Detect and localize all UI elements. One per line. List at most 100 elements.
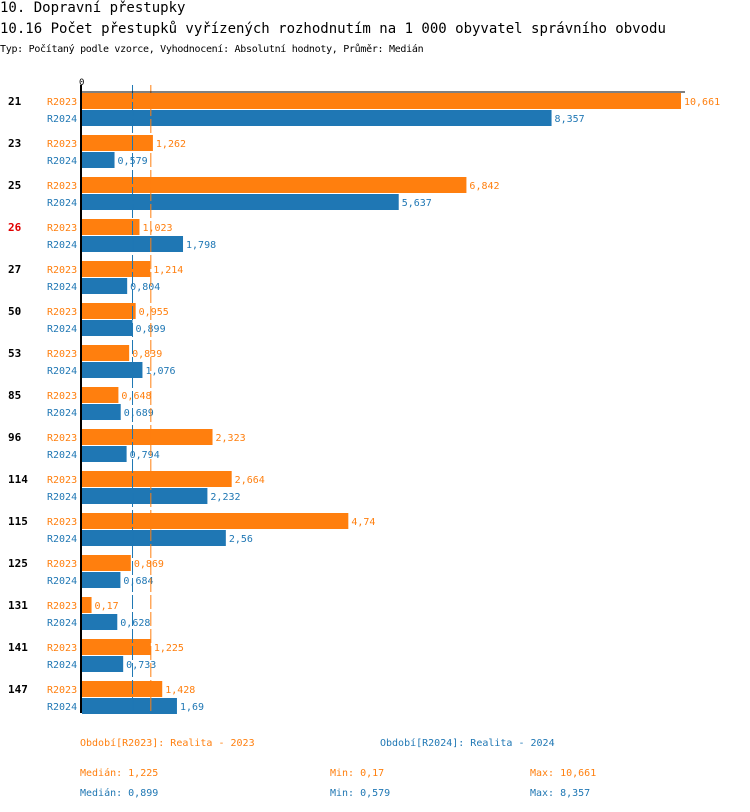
category-label: 96 <box>8 431 22 444</box>
legend-r2023: Období[R2023]: Realita - 2023 <box>80 738 255 749</box>
legend-r2024: Období[R2024]: Realita - 2024 <box>380 738 555 749</box>
series-label: R2024 <box>47 660 77 671</box>
data-label: 2,323 <box>216 433 246 444</box>
series-label: R2023 <box>47 475 77 486</box>
axis-tick-label: 0 <box>79 78 84 88</box>
bar-r2024 <box>82 698 177 714</box>
data-label: 1,214 <box>153 265 183 276</box>
series-label: R2024 <box>47 702 77 713</box>
data-label: 0,733 <box>126 660 156 671</box>
data-label: 1,69 <box>180 702 204 713</box>
data-label: 0,804 <box>130 282 160 293</box>
bar-r2023 <box>82 93 681 109</box>
bar-r2023 <box>82 639 151 655</box>
bar-r2024 <box>82 362 143 378</box>
data-label: 0,628 <box>120 618 150 629</box>
series-label: R2023 <box>47 601 77 612</box>
data-label: 1,798 <box>186 240 216 251</box>
bar-r2024 <box>82 530 226 546</box>
data-label: 1,023 <box>142 223 172 234</box>
bar-r2023 <box>82 261 151 277</box>
series-label: R2024 <box>47 366 77 377</box>
category-label: 141 <box>8 641 28 654</box>
series-label: R2023 <box>47 349 77 360</box>
series-label: R2024 <box>47 198 77 209</box>
bar-r2023 <box>82 513 349 529</box>
series-label: R2023 <box>47 685 77 696</box>
bar-r2024 <box>82 110 552 126</box>
category-label: 23 <box>8 137 21 150</box>
series-label: R2024 <box>47 492 77 503</box>
data-label: 0,794 <box>130 450 160 461</box>
series-label: R2023 <box>47 433 77 444</box>
bar-r2023 <box>82 387 119 403</box>
category-label: 27 <box>8 263 21 276</box>
category-label: 85 <box>8 389 21 402</box>
series-label: R2024 <box>47 450 77 461</box>
data-label: 8,357 <box>555 114 585 125</box>
bar-r2024 <box>82 572 121 588</box>
data-label: 0,684 <box>123 576 153 587</box>
bar-r2023 <box>82 135 153 151</box>
bar-r2023 <box>82 177 467 193</box>
data-label: 2,232 <box>210 492 240 503</box>
data-label: 1,225 <box>154 643 184 654</box>
data-label: 1,428 <box>165 685 195 696</box>
series-label: R2024 <box>47 240 77 251</box>
series-label: R2023 <box>47 517 77 528</box>
series-label: R2023 <box>47 643 77 654</box>
bar-r2023 <box>82 471 232 487</box>
data-label: 1,262 <box>156 139 186 150</box>
category-label: 50 <box>8 305 21 318</box>
bar-r2023 <box>82 597 92 613</box>
series-label: R2023 <box>47 97 77 108</box>
data-label: 2,56 <box>229 534 253 545</box>
series-label: R2023 <box>47 139 77 150</box>
category-label: 21 <box>8 95 22 108</box>
series-label: R2024 <box>47 534 77 545</box>
data-label: 6,842 <box>469 181 499 192</box>
data-label: 4,74 <box>351 517 375 528</box>
series-label: R2024 <box>47 324 77 335</box>
data-label: 0,648 <box>121 391 151 402</box>
bar-r2024 <box>82 404 121 420</box>
data-label: 1,076 <box>145 366 175 377</box>
bar-r2024 <box>82 488 208 504</box>
chart-title: 10.16 Počet přestupků vyřízených rozhodn… <box>0 21 666 37</box>
series-label: R2024 <box>47 576 77 587</box>
stat-r2023-min: Min: 0,17 <box>330 768 385 779</box>
data-label: 0,17 <box>95 601 119 612</box>
bar-r2024 <box>82 614 118 630</box>
stat-r2024-min: Min: 0,579 <box>330 788 391 799</box>
data-label: 10,661 <box>684 97 720 108</box>
category-label: 26 <box>8 221 22 234</box>
series-label: R2024 <box>47 408 77 419</box>
data-label: 0,869 <box>134 559 164 570</box>
bar-r2023 <box>82 555 131 571</box>
category-label: 125 <box>8 557 28 570</box>
stat-r2024-median: Medián: 0,899 <box>80 788 159 799</box>
category-label: 114 <box>8 473 28 486</box>
series-label: R2024 <box>47 156 77 167</box>
series-label: R2024 <box>47 282 77 293</box>
data-label: 2,664 <box>235 475 265 486</box>
bar-r2023 <box>82 219 140 235</box>
bar-r2024 <box>82 446 127 462</box>
series-label: R2024 <box>47 618 77 629</box>
series-label: R2024 <box>47 114 77 125</box>
category-label: 25 <box>8 179 21 192</box>
data-label: 0,955 <box>139 307 169 318</box>
data-label: 5,637 <box>402 198 432 209</box>
bar-r2024 <box>82 152 115 168</box>
stat-r2024-max: Max: 8,357 <box>530 788 591 799</box>
series-label: R2023 <box>47 223 77 234</box>
data-label: 0,689 <box>124 408 154 419</box>
bar-chart: 0 21 R2023 10,661 R2024 8,357 23 R2023 1,262 R202… <box>8 78 720 714</box>
bar-r2023 <box>82 303 136 319</box>
stat-r2023-max: Max: 10,661 <box>530 768 597 779</box>
section-title: 10. Dopravní přestupky <box>0 0 186 16</box>
bar-r2024 <box>82 194 399 210</box>
bar-r2023 <box>82 681 163 697</box>
category-label: 147 <box>8 683 28 696</box>
series-label: R2023 <box>47 559 77 570</box>
